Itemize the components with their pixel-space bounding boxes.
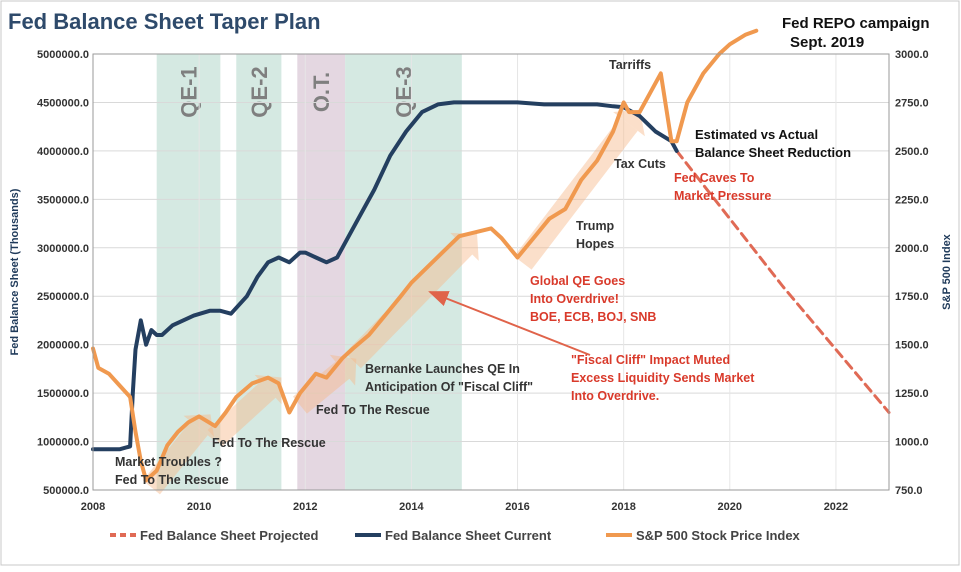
x-tick-label: 2014 [399, 501, 424, 513]
period-band [156, 54, 221, 490]
right-axis-label: S&P 500 Index [941, 233, 953, 309]
annotation: Trump [576, 219, 615, 233]
left-tick-label: 3500000.0 [37, 194, 89, 206]
legend-label: S&P 500 Stock Price Index [636, 528, 801, 543]
left-tick-label: 500000.0 [43, 485, 89, 497]
x-tick-label: 2020 [718, 501, 742, 513]
trend-arrow [292, 361, 350, 414]
period-label: O.T. [309, 72, 334, 112]
annotation: Tax Cuts [614, 157, 666, 171]
annotation: Estimated vs Actual [695, 127, 818, 142]
left-tick-label: 4000000.0 [37, 146, 89, 158]
left-tick-label: 2500000.0 [37, 291, 89, 303]
x-tick-label: 2016 [505, 501, 529, 513]
left-tick-label: 3000000.0 [37, 243, 89, 255]
left-tick-label: 1000000.0 [37, 437, 89, 449]
annotation: Anticipation Of "Fiscal Cliff" [365, 380, 533, 394]
period-label: QE-3 [391, 66, 416, 117]
left-tick-label: 4500000.0 [37, 97, 89, 109]
right-tick-label: 2000.0 [895, 243, 929, 255]
annotation: Tarriffs [609, 58, 651, 72]
annotation: Into Overdrive. [571, 389, 659, 403]
legend-label: Fed Balance Sheet Current [385, 528, 552, 543]
left-tick-label: 2000000.0 [37, 340, 89, 352]
annotation: Market Troubles ? [115, 455, 222, 469]
annotation: Excess Liquidity Sends Market [571, 371, 755, 385]
right-tick-label: 1500.0 [895, 340, 929, 352]
left-axis-label: Fed Balance Sheet (Thousands) [9, 188, 21, 355]
period-band [345, 54, 462, 490]
period-band [297, 54, 346, 490]
trend-arrow [345, 239, 473, 369]
series-line [91, 28, 759, 483]
series-line [675, 149, 891, 414]
x-tick-label: 2010 [187, 501, 211, 513]
chart-title: Fed Balance Sheet Taper Plan [8, 9, 321, 34]
right-tick-label: 2750.0 [895, 97, 929, 109]
period-label: QE-1 [177, 66, 202, 117]
annotation: Balance Sheet Reduction [695, 145, 851, 160]
x-tick-label: 2022 [824, 501, 848, 513]
annotation: Bernanke Launches QE In [365, 362, 520, 376]
annotation: Fed REPO campaign [782, 15, 930, 32]
x-tick-label: 2018 [611, 501, 635, 513]
callout-arrow [428, 291, 591, 356]
right-tick-label: 2500.0 [895, 146, 929, 158]
annotation: "Fiscal Cliff" Impact Muted [571, 353, 730, 367]
annotation: Fed To The Rescue [115, 473, 229, 487]
annotation: Hopes [576, 237, 614, 251]
legend-label: Fed Balance Sheet Projected [140, 528, 319, 543]
x-tick-label: 2012 [293, 501, 317, 513]
annotation: Fed Caves To [674, 171, 755, 185]
right-tick-label: 3000.0 [895, 49, 929, 61]
right-tick-label: 1000.0 [895, 437, 929, 449]
right-tick-label: 2250.0 [895, 194, 929, 206]
annotation: Into Overdrive! [530, 292, 619, 306]
right-tick-label: 1250.0 [895, 388, 929, 400]
x-tick-label: 2008 [81, 501, 105, 513]
trend-arrow [207, 381, 276, 447]
trend-arrow [142, 421, 208, 495]
annotation: Sept. 2019 [790, 34, 864, 51]
annotation: Market Pressure [674, 189, 771, 203]
left-tick-label: 1500000.0 [37, 388, 89, 400]
annotation: Global QE Goes [530, 274, 625, 288]
left-tick-label: 5000000.0 [37, 49, 89, 61]
right-tick-label: 750.0 [895, 485, 923, 497]
annotation: Fed To The Rescue [212, 436, 326, 450]
right-tick-label: 1750.0 [895, 291, 929, 303]
period-label: QE-2 [247, 66, 272, 117]
plot-border [92, 53, 890, 491]
annotation: Fed To The Rescue [316, 403, 430, 417]
series-line [91, 100, 679, 452]
annotation: BOE, ECB, BOJ, SNB [530, 310, 656, 324]
